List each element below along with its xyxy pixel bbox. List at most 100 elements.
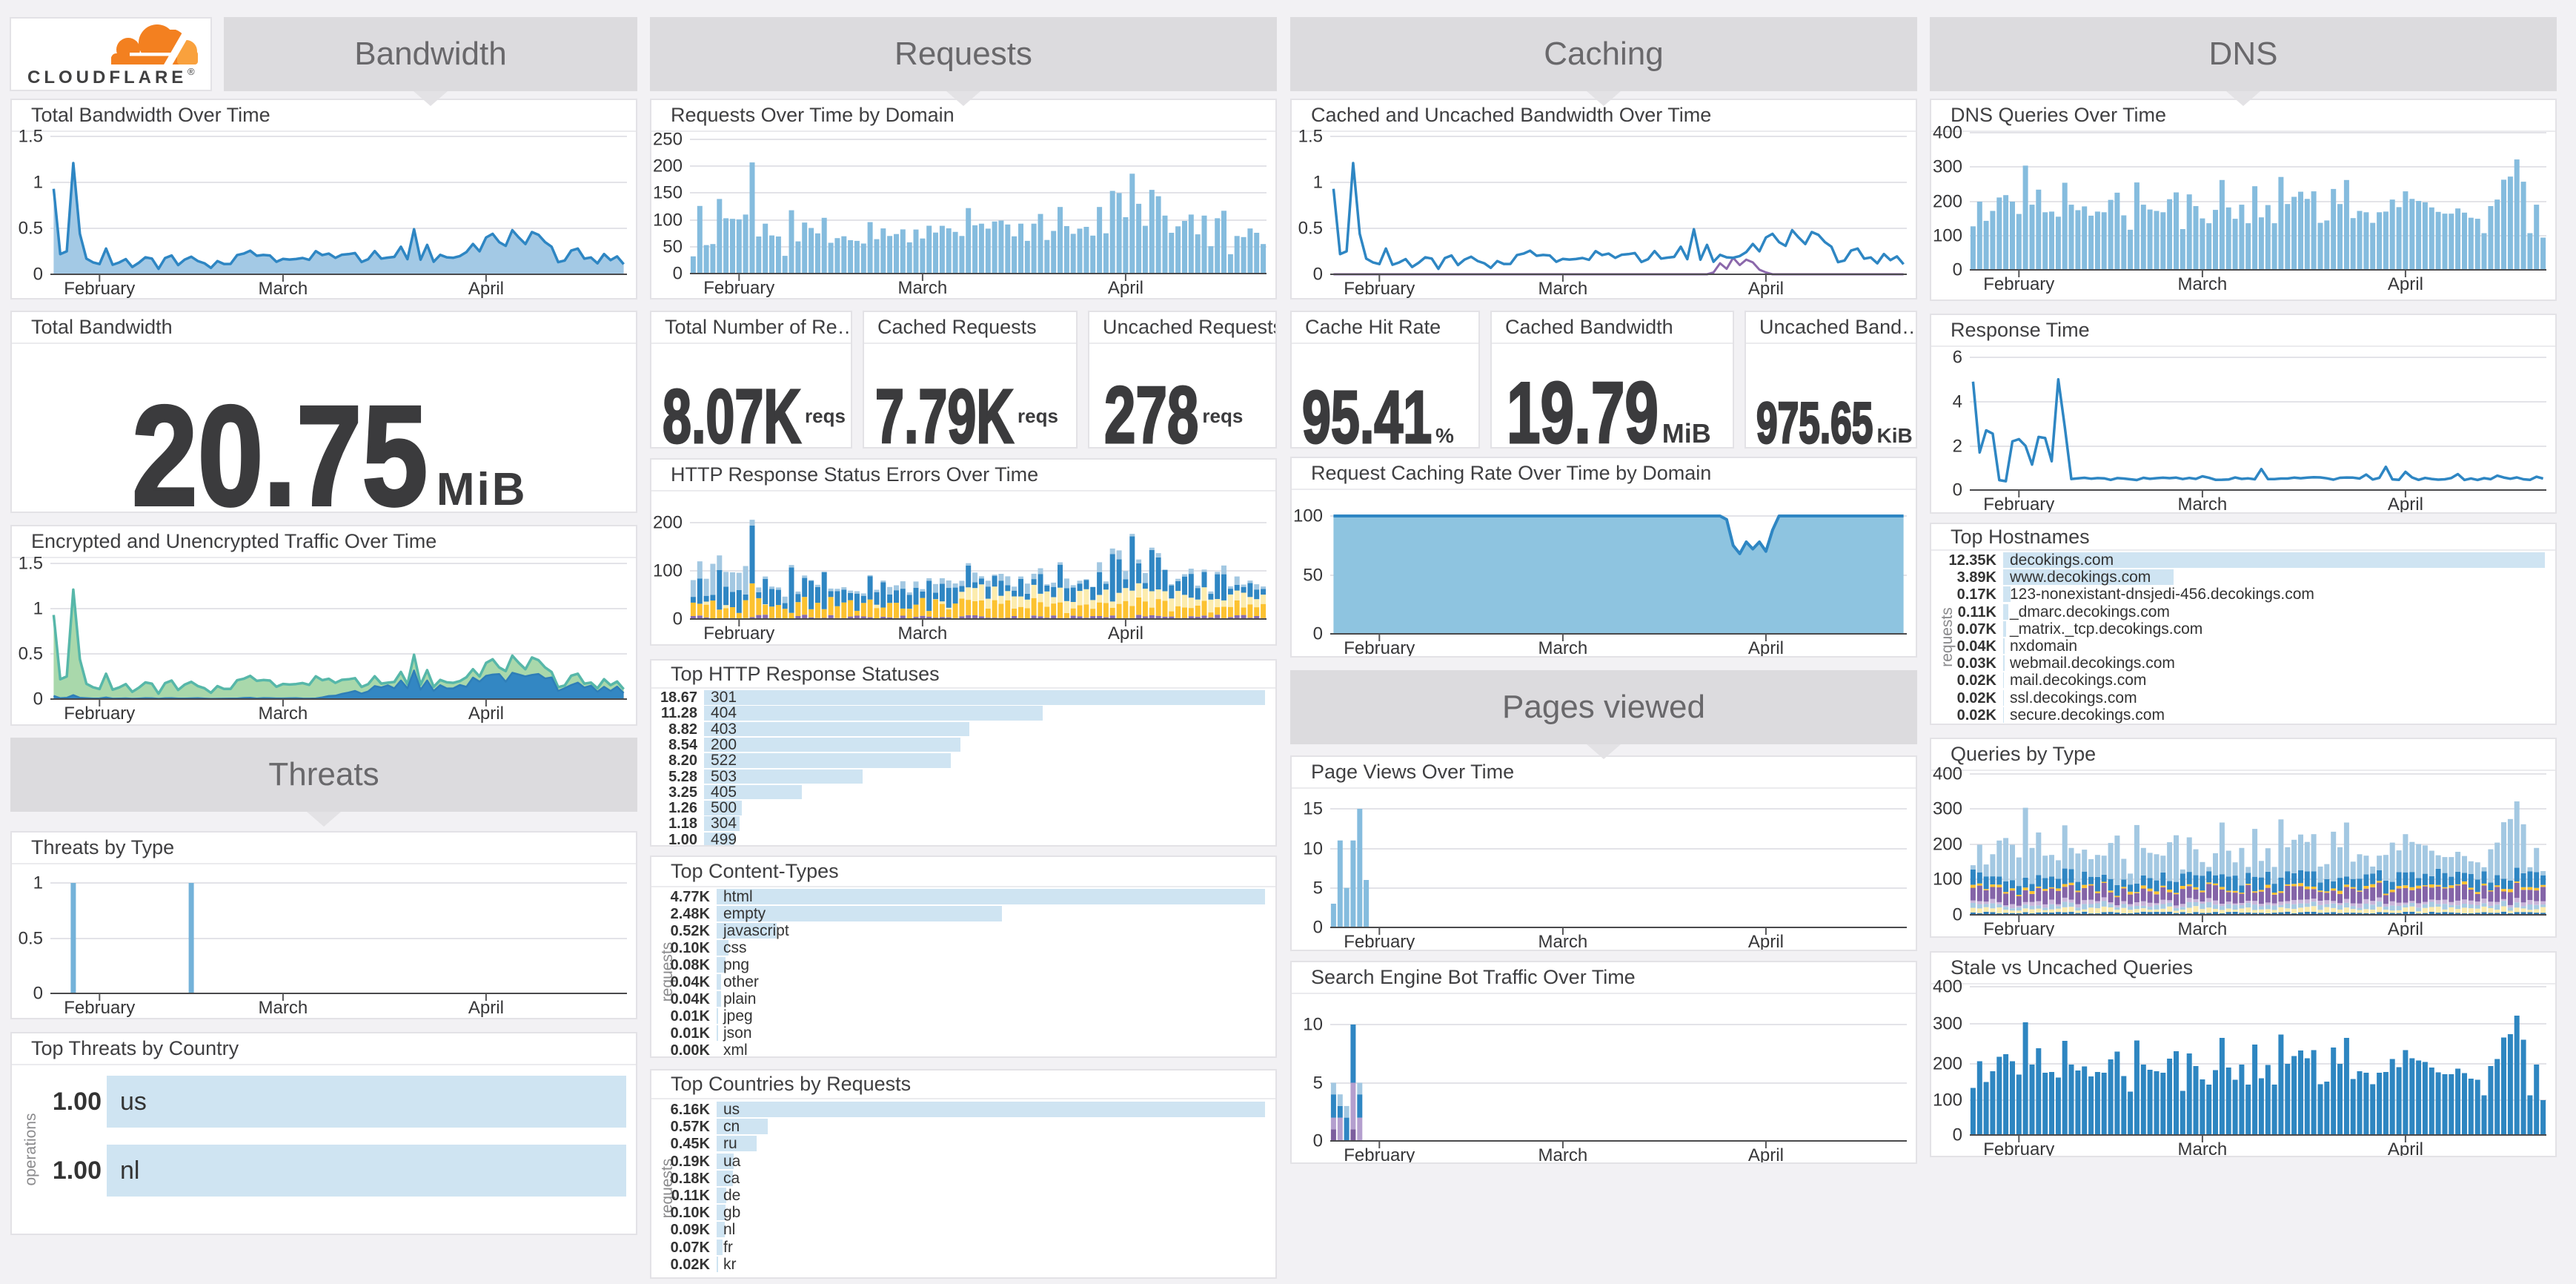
svg-text:April: April <box>468 279 504 299</box>
svg-text:100: 100 <box>1933 226 1962 246</box>
svg-text:8.07K: 8.07K <box>663 373 801 447</box>
svg-text:0: 0 <box>33 689 43 709</box>
svg-text:150: 150 <box>653 183 683 203</box>
svg-text:100: 100 <box>653 561 683 581</box>
svg-text:1: 1 <box>33 173 43 193</box>
svg-text:20.75: 20.75 <box>132 377 428 512</box>
svg-text:April: April <box>1748 932 1784 951</box>
svg-text:19.79: 19.79 <box>1507 365 1659 447</box>
svg-text:250: 250 <box>653 130 683 150</box>
svg-text:March: March <box>2178 494 2228 514</box>
svg-text:March: March <box>1538 1145 1588 1164</box>
svg-text:April: April <box>2388 1139 2423 1157</box>
svg-text:2: 2 <box>1953 437 1962 457</box>
svg-text:MiB: MiB <box>436 464 528 512</box>
svg-text:March: March <box>898 623 948 643</box>
svg-text:300: 300 <box>1933 799 1962 819</box>
svg-text:200: 200 <box>1933 1054 1962 1074</box>
svg-text:February: February <box>1344 638 1415 658</box>
svg-text:March: March <box>1538 638 1588 658</box>
svg-text:100: 100 <box>1293 506 1323 526</box>
svg-text:April: April <box>468 704 504 724</box>
svg-text:100: 100 <box>1933 1091 1962 1111</box>
svg-text:February: February <box>1983 274 2054 294</box>
svg-text:April: April <box>1748 638 1784 658</box>
svg-text:February: February <box>1983 494 2054 514</box>
svg-text:February: February <box>64 279 135 299</box>
svg-text:0: 0 <box>1313 624 1323 644</box>
svg-text:400: 400 <box>1933 123 1962 143</box>
svg-text:April: April <box>2388 274 2423 294</box>
svg-text:0: 0 <box>33 265 43 285</box>
svg-text:February: February <box>1344 279 1415 299</box>
svg-text:April: April <box>1748 1145 1784 1164</box>
svg-text:April: April <box>1108 278 1143 298</box>
svg-text:February: February <box>1344 932 1415 951</box>
svg-text:200: 200 <box>1933 835 1962 855</box>
svg-text:February: February <box>64 704 135 724</box>
svg-text:March: March <box>898 278 948 298</box>
svg-text:0: 0 <box>1953 480 1962 500</box>
svg-text:0: 0 <box>673 264 683 284</box>
svg-text:MiB: MiB <box>1662 418 1711 447</box>
svg-text:6: 6 <box>1953 348 1962 368</box>
svg-text:February: February <box>1983 919 2054 938</box>
svg-text:February: February <box>64 998 135 1018</box>
svg-text:300: 300 <box>1933 1014 1962 1034</box>
svg-text:400: 400 <box>1933 764 1962 784</box>
svg-text:April: April <box>1748 279 1784 299</box>
svg-text:0.5: 0.5 <box>1298 219 1323 239</box>
svg-text:0: 0 <box>1953 260 1962 280</box>
svg-text:0.5: 0.5 <box>19 929 43 949</box>
svg-text:7.79K: 7.79K <box>875 373 1014 447</box>
svg-text:50: 50 <box>663 237 683 257</box>
svg-text:reqs: reqs <box>805 405 846 427</box>
svg-text:March: March <box>2178 274 2228 294</box>
svg-text:100: 100 <box>653 211 683 231</box>
svg-text:1.5: 1.5 <box>19 554 43 574</box>
svg-text:March: March <box>2178 919 2228 938</box>
svg-text:March: March <box>2178 1139 2228 1157</box>
svg-text:975.65: 975.65 <box>1756 391 1873 447</box>
svg-text:reqs: reqs <box>1018 405 1058 427</box>
svg-text:5: 5 <box>1313 1073 1323 1093</box>
svg-text:400: 400 <box>1933 977 1962 997</box>
svg-text:®: ® <box>187 66 195 77</box>
svg-text:95.41: 95.41 <box>1302 377 1432 447</box>
svg-text:1: 1 <box>33 873 43 893</box>
svg-text:February: February <box>1983 1139 2054 1157</box>
svg-text:March: March <box>1538 279 1588 299</box>
svg-text:CLOUDFLARE: CLOUDFLARE <box>27 67 187 87</box>
svg-text:300: 300 <box>1933 157 1962 177</box>
svg-text:200: 200 <box>1933 192 1962 212</box>
svg-text:0: 0 <box>33 984 43 1004</box>
svg-text:100: 100 <box>1933 870 1962 890</box>
svg-text:February: February <box>703 278 774 298</box>
svg-text:March: March <box>1538 932 1588 951</box>
svg-text:April: April <box>468 998 504 1018</box>
svg-text:0: 0 <box>673 609 683 629</box>
svg-text:0.5: 0.5 <box>19 644 43 664</box>
svg-text:0: 0 <box>1313 265 1323 285</box>
svg-text:March: March <box>259 279 308 299</box>
svg-text:0: 0 <box>1953 1125 1962 1145</box>
svg-text:50: 50 <box>1303 566 1323 586</box>
svg-text:KiB: KiB <box>1877 424 1913 447</box>
svg-text:0.5: 0.5 <box>19 219 43 239</box>
svg-text:200: 200 <box>653 156 683 176</box>
svg-text:4: 4 <box>1953 392 1962 412</box>
svg-text:February: February <box>1344 1145 1415 1164</box>
svg-text:0: 0 <box>1953 905 1962 925</box>
svg-text:200: 200 <box>653 513 683 533</box>
svg-text:1.5: 1.5 <box>1298 127 1323 147</box>
svg-text:10: 10 <box>1303 1015 1323 1035</box>
svg-text:reqs: reqs <box>1202 405 1243 427</box>
svg-text:10: 10 <box>1303 839 1323 859</box>
svg-text:1: 1 <box>1313 173 1323 193</box>
svg-text:March: March <box>259 704 308 724</box>
svg-text:%: % <box>1435 424 1454 447</box>
svg-text:1.5: 1.5 <box>19 127 43 147</box>
svg-text:0: 0 <box>1313 1131 1323 1151</box>
svg-text:278: 278 <box>1104 370 1198 447</box>
svg-text:1: 1 <box>33 599 43 619</box>
